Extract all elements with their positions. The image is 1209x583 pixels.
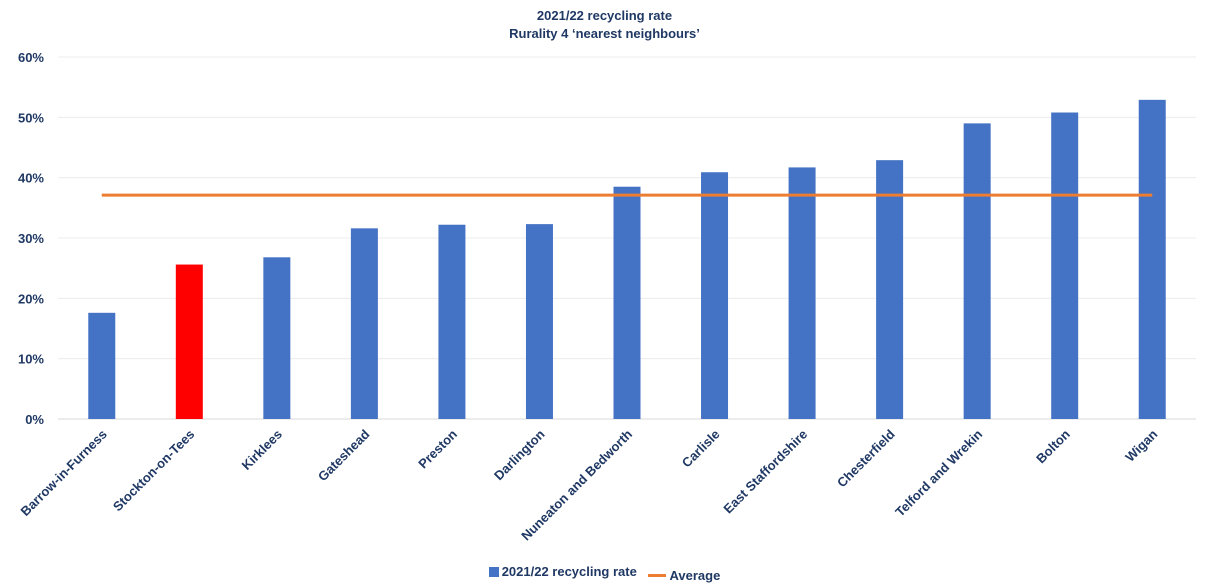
legend-item-bar: 2021/22 recycling rate — [488, 564, 637, 579]
x-tick-label: Chesterfield — [834, 426, 898, 490]
legend-swatch-line — [648, 573, 667, 577]
chart-subtitle: Rurality 4 ‘nearest neighbours’ — [509, 26, 700, 41]
x-tick-label: East Staffordshire — [720, 427, 810, 517]
y-tick-label: 10% — [18, 352, 44, 367]
x-tick-label: Bolton — [1033, 426, 1073, 466]
y-tick-label: 40% — [18, 171, 44, 186]
plot-area: 0% 10% 20% 30% 40% 50% 60% Barrow-in-Furness Sto… — [18, 50, 1196, 543]
bar — [613, 186, 641, 419]
legend-label-bar: 2021/22 recycling rate — [501, 564, 637, 579]
bar — [876, 160, 904, 420]
y-tick-label: 0% — [25, 412, 44, 427]
y-tick-label: 20% — [18, 291, 44, 306]
bar — [1138, 99, 1166, 419]
legend-swatch-bar — [488, 566, 499, 577]
x-tick-label: Gateshead — [315, 426, 373, 484]
x-tick-label: Preston — [415, 426, 460, 471]
y-tick-label: 30% — [18, 231, 44, 246]
bar — [701, 172, 729, 419]
bar — [263, 257, 291, 419]
x-tick-label: Darlington — [491, 426, 548, 483]
x-tick-label: Kirklees — [239, 427, 285, 473]
bar — [175, 264, 203, 419]
legend: 2021/22 recycling rate Average — [0, 564, 1209, 583]
x-tick-label: Wigan — [1122, 426, 1160, 464]
bar — [963, 123, 991, 419]
chart-title: 2021/22 recycling rate — [536, 8, 673, 23]
bar — [525, 224, 553, 419]
x-tick-label: Carlisle — [679, 427, 723, 471]
bar — [1051, 112, 1079, 420]
legend-label-line: Average — [669, 567, 721, 583]
y-tick-label: 50% — [18, 110, 44, 125]
x-tick-label: Barrow-in-Furness — [18, 427, 110, 519]
y-tick-label: 60% — [18, 50, 44, 65]
bar — [88, 312, 116, 419]
x-tick-label: Telford and Wrekin — [892, 426, 985, 519]
bar — [788, 167, 816, 419]
x-tick-label: Stockton-on-Tees — [110, 427, 198, 515]
bar — [438, 224, 466, 419]
legend-item-line: Average — [648, 568, 720, 583]
bar — [350, 228, 378, 419]
